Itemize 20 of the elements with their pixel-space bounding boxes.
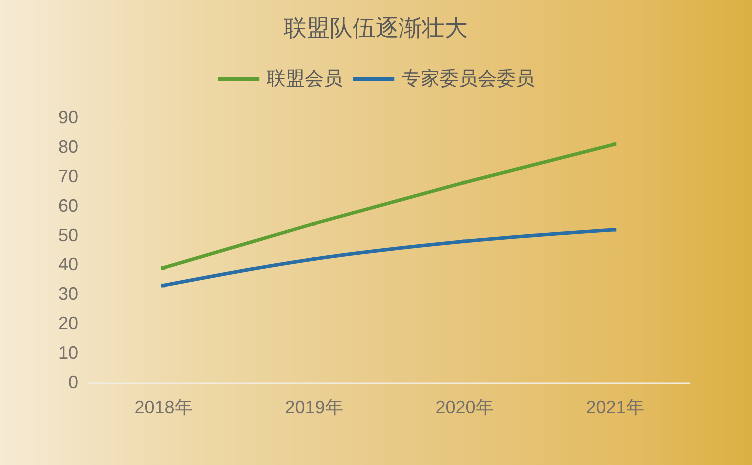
y-tick-label: 20 (58, 314, 78, 334)
y-tick-label: 50 (58, 225, 78, 246)
legend-label: 联盟会员 (267, 69, 343, 90)
y-tick-label: 70 (58, 166, 78, 186)
x-tick-label: 2019年 (285, 398, 344, 418)
x-tick-label: 2021年 (586, 398, 644, 418)
x-tick-label: 2018年 (134, 398, 193, 418)
y-tick-label: 40 (58, 254, 78, 275)
y-tick-label: 90 (58, 108, 78, 128)
point (612, 228, 617, 232)
y-tick-label: 10 (58, 343, 78, 364)
chart-title: 联盟队伍逐渐壮大 (284, 15, 468, 41)
y-tick-label: 30 (58, 284, 78, 304)
y-tick-label: 80 (58, 136, 78, 157)
x-tick-label: 2020年 (436, 398, 494, 418)
point (612, 142, 617, 146)
y-tick-label: 0 (68, 372, 78, 392)
point (312, 222, 316, 226)
legend-label: 专家委员会委员 (402, 68, 535, 90)
y-tick-label: 60 (58, 196, 78, 216)
